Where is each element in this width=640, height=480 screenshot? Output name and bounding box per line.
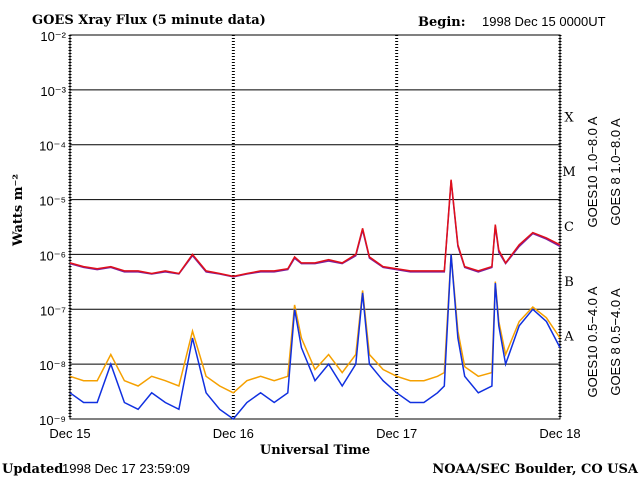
- y-tick-label: 10⁻⁶: [39, 248, 66, 263]
- y-tick-label: 10⁻⁸: [39, 358, 66, 373]
- series-line: [69, 254, 561, 421]
- x-tick-label: Dec 18: [539, 426, 580, 441]
- class-label: B: [564, 275, 574, 290]
- plot-frame: [69, 34, 561, 420]
- legend-label: GOES 8 0.5−4.0 A: [608, 288, 623, 396]
- updated-value: 1998 Dec 17 23:59:09: [62, 461, 190, 476]
- series-line: [69, 179, 561, 278]
- y-tick-label: 10⁻⁴: [39, 139, 66, 154]
- y-tick-label: 10⁻²: [40, 29, 66, 44]
- legend-label: GOES 8 1.0−8.0 A: [608, 118, 623, 226]
- updated-label: Updated: [2, 462, 63, 477]
- legend-label: GOES10 0.5−4.0 A: [585, 286, 600, 397]
- x-tick-label: Dec 17: [376, 426, 417, 441]
- x-tick-label: Dec 15: [49, 426, 90, 441]
- credit: NOAA/SEC Boulder, CO USA: [432, 462, 639, 477]
- class-label: M: [562, 165, 575, 180]
- y-tick-label: 10⁻⁷: [40, 303, 66, 318]
- class-label: X: [564, 110, 574, 125]
- class-label: C: [564, 220, 574, 235]
- y-tick-label: 10⁻⁹: [39, 413, 66, 428]
- series-line: [69, 254, 561, 394]
- begin-label: Begin:: [418, 15, 466, 30]
- y-tick-label: 10⁻³: [40, 84, 66, 99]
- chart-title: GOES Xray Flux (5 minute data): [32, 13, 266, 28]
- legend-label: GOES10 1.0−8.0 A: [585, 116, 600, 227]
- x-tick-label: Dec 16: [213, 426, 254, 441]
- y-axis-label: Watts m⁻²: [11, 174, 26, 247]
- begin-value: 1998 Dec 15 0000UT: [482, 14, 606, 29]
- x-axis-label: Universal Time: [260, 443, 370, 458]
- y-tick-label: 10⁻⁵: [39, 194, 66, 209]
- class-label: A: [563, 330, 574, 345]
